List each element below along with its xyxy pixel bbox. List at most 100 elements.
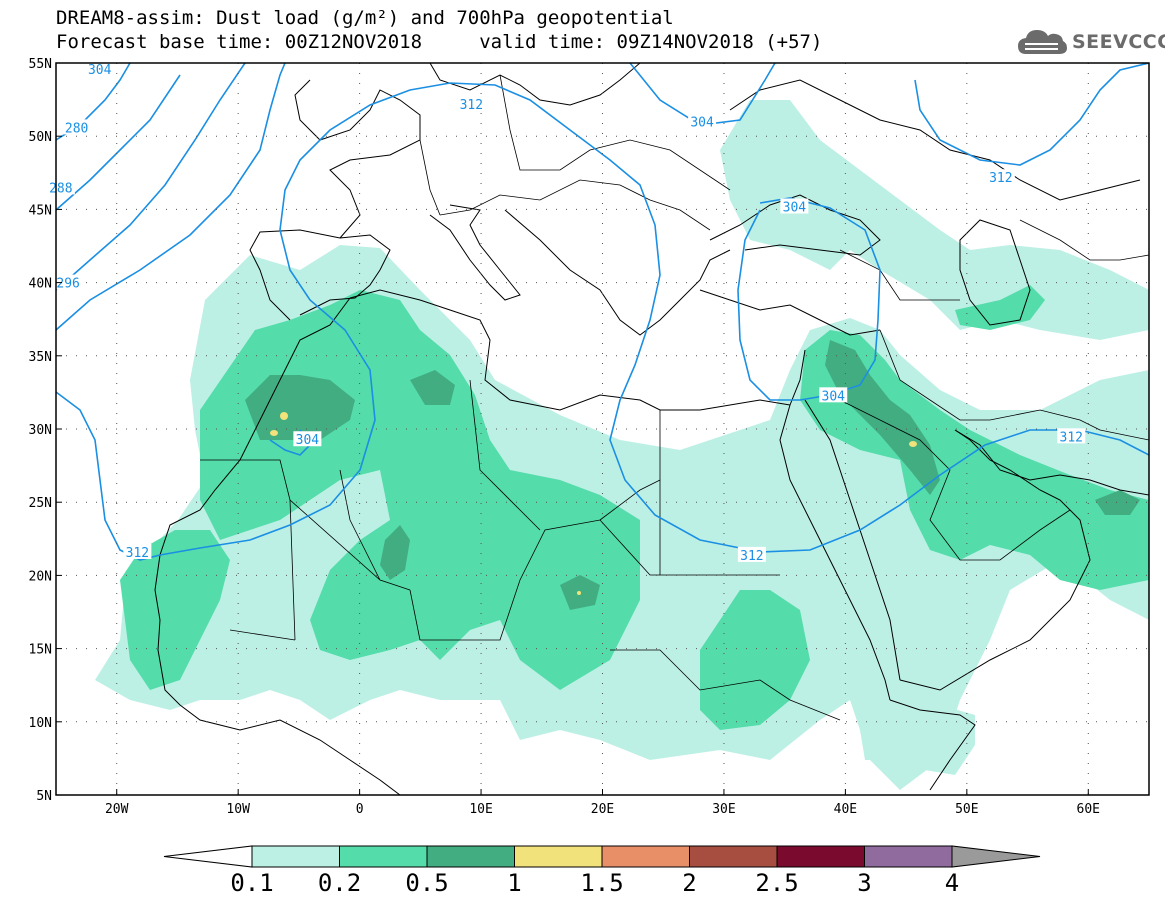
contour-304-east <box>629 63 776 126</box>
x-tick-label: 10W <box>226 802 250 817</box>
y-tick-label: 25N <box>29 496 52 511</box>
contour-label-bg <box>737 546 766 562</box>
contour-label: 312 <box>989 171 1012 186</box>
contour-label-bg <box>1057 428 1086 444</box>
contour-label: 304 <box>296 433 320 448</box>
x-tick-label: 60E <box>1077 802 1100 817</box>
contour-label-bg <box>85 60 114 76</box>
y-tick-label: 45N <box>29 203 52 218</box>
colorbar-label: 0.1 <box>230 869 273 897</box>
colorbar-swatch <box>514 845 603 868</box>
coast-east-europe <box>729 79 1141 201</box>
x-tick-label: 20E <box>591 802 614 817</box>
contour-label: 304 <box>690 116 714 131</box>
colorbar-label: 2 <box>682 869 696 897</box>
dust-shade-dark-morocco <box>245 375 355 440</box>
colorbar-swatch <box>251 845 340 868</box>
contour-label: 280 <box>65 121 88 136</box>
y-tick-label: 20N <box>29 569 52 584</box>
contour-label: 304 <box>88 63 112 78</box>
x-tick-label: 50E <box>955 802 978 817</box>
border <box>200 459 411 641</box>
dust-shade-dark-niger <box>380 525 410 580</box>
contour-label-bg <box>986 169 1015 185</box>
dust-shading <box>95 100 1149 790</box>
colorbar-label: 3 <box>857 869 871 897</box>
logo-text: SEEVCCC <box>1072 31 1165 53</box>
dust-shade-dark-algeria <box>410 370 455 405</box>
country-borders <box>200 74 1149 721</box>
dust-shade-light-horn <box>860 705 975 775</box>
colorbar-label: 4 <box>945 869 959 897</box>
border <box>499 74 731 191</box>
contour-label: 296 <box>56 277 79 292</box>
dust-shade-yellow-spot <box>577 591 581 595</box>
contour-label-bg <box>780 198 809 214</box>
contour-label: 312 <box>740 549 763 564</box>
contour-312-main <box>159 82 1149 556</box>
y-tick-label: 5N <box>36 789 52 804</box>
contour-label-bg <box>62 119 91 135</box>
contour-296-nw <box>56 63 246 291</box>
y-tick-label: 40N <box>29 277 52 292</box>
colorbar-swatch <box>426 845 515 868</box>
colorbar-label: 0.2 <box>318 869 361 897</box>
x-tick-label: 10E <box>469 802 492 817</box>
coast-persian-gulf <box>954 429 1149 496</box>
contour-label-bg <box>54 274 83 290</box>
contour-label-bg <box>819 387 848 403</box>
x-tick-label: 20W <box>105 802 129 817</box>
dust-shade-dark-oman <box>1095 490 1140 515</box>
coast-france-uk <box>294 79 421 239</box>
contour-312-west <box>56 391 161 561</box>
dust-shade-medium-caspian <box>955 285 1045 330</box>
coast-caspian <box>959 219 1031 326</box>
colorbar-label: 1 <box>507 869 521 897</box>
coast-north-africa <box>349 289 791 411</box>
coast-horn-africa <box>889 699 976 791</box>
y-tick-label: 55N <box>29 57 52 72</box>
dust-shade-yellow-spot <box>270 430 278 436</box>
contour-label: 304 <box>822 389 846 404</box>
contour-label: 312 <box>126 546 149 561</box>
contour-label: 312 <box>460 98 483 113</box>
coast-scandinavia-baltic <box>429 63 641 106</box>
contour-label-bg <box>293 431 322 447</box>
x-tick-label: 30E <box>712 802 735 817</box>
colorbar-under-triangle <box>163 845 253 868</box>
dust-shade-medium-east <box>800 330 1149 590</box>
colorbar-swatch <box>864 845 953 868</box>
colorbar-label: 2.5 <box>755 869 798 897</box>
x-tick-label: 0 <box>356 802 364 817</box>
map-title: DREAM8-assim: Dust load (g/m²) and 700hP… <box>56 7 674 29</box>
contour-label-bg <box>123 543 152 559</box>
border <box>419 139 711 231</box>
colorbar-label: 1.5 <box>580 869 623 897</box>
dust-shade-light-north <box>720 100 1149 340</box>
dust-shade-medium-west <box>120 530 230 690</box>
colorbar-over-triangle <box>951 845 1041 868</box>
coast-balkans-greece <box>504 209 731 336</box>
border <box>409 519 660 641</box>
contour-label: 288 <box>49 181 72 196</box>
contour-label: 304 <box>783 200 807 215</box>
dust-shade-yellow-spot <box>280 412 288 420</box>
colorbar: 0.1 0.2 0.5 1 1.5 2 2.5 3 4 <box>163 845 1041 897</box>
seevccc-logo: SEEVCCC <box>1016 22 1165 62</box>
border <box>610 649 841 721</box>
colorbar-swatch <box>776 845 865 868</box>
coast-iberia <box>249 229 391 321</box>
dust-shade-dark-iraq <box>825 340 940 495</box>
gridlines <box>56 62 1149 796</box>
y-tick-label: 35N <box>29 350 52 365</box>
y-tick-label: 10N <box>29 716 52 731</box>
contour-label-bg <box>46 179 75 195</box>
contour-labels: 304 312 304 312 280 288 296 304 304 304 312 312 312 <box>46 60 1086 564</box>
x-tick-label: 40E <box>834 802 857 817</box>
contour-288-nw <box>56 74 181 211</box>
axis-labels: 20W 10W 0 10E 20E 30E 40E 50E 60E 55N 50N 45N 40N 35N… <box>29 57 1101 817</box>
colorbar-swatch <box>339 845 428 868</box>
border <box>469 379 780 576</box>
coast-levant-red-sea <box>779 349 891 701</box>
